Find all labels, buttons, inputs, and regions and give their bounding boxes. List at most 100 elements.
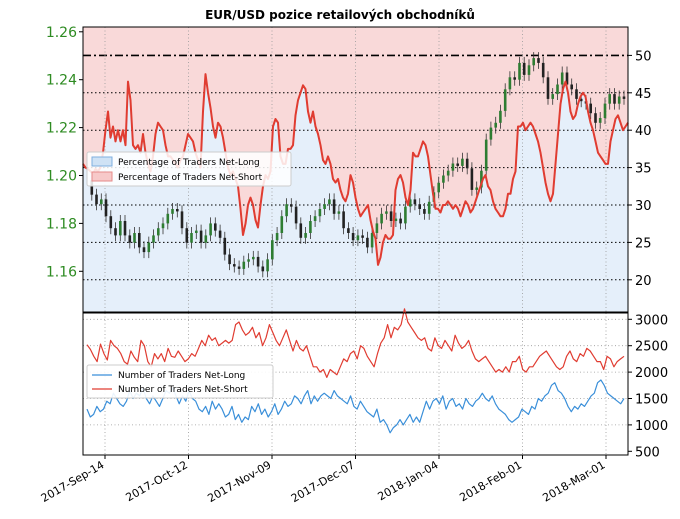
candle-body (166, 213, 170, 224)
candle-body (342, 211, 345, 229)
candle-body (594, 113, 597, 123)
candle-body (237, 266, 241, 269)
candle-body (218, 230, 222, 238)
candle-body (385, 211, 388, 214)
candle-body (247, 259, 250, 262)
candle-body (152, 235, 155, 243)
candle-body (128, 235, 132, 243)
lower-legend-box (86, 364, 274, 399)
candle-body (546, 77, 550, 99)
candle-body (522, 62, 526, 75)
legend-label-number-net-short: Number of Traders Net-Short (118, 385, 248, 395)
candle-body (370, 233, 374, 248)
legend-label-net-long: Percentage of Traders Net-Long (118, 158, 260, 168)
candle-body (465, 158, 469, 169)
candle-body (233, 264, 236, 267)
candle-body (351, 233, 355, 241)
candle-body (142, 247, 146, 253)
candle-body (109, 216, 113, 229)
candle-body (214, 223, 217, 231)
candle-body (176, 209, 179, 212)
right-tick-label: 30 (635, 199, 652, 214)
candle-body (133, 233, 136, 243)
right-tick-label: 50 (635, 49, 652, 64)
candle-body (470, 168, 474, 190)
candle-body (347, 228, 350, 233)
lower-right-tick-label: 2500 (635, 340, 668, 355)
left-tick-label: 1.16 (46, 264, 77, 280)
left-tick-label: 1.22 (46, 121, 77, 137)
candle-body (418, 204, 421, 209)
candle-body (484, 139, 488, 171)
candle-body (157, 228, 160, 236)
candle-body (199, 230, 203, 243)
candle-body (161, 223, 165, 229)
candle-body (532, 58, 535, 66)
candle-body (285, 204, 288, 217)
candle-body (527, 65, 531, 75)
candle-body (185, 228, 189, 243)
candle-body (427, 201, 431, 214)
candle-body (95, 194, 98, 205)
chart-title: EUR/USD pozice retailových obchodníků (205, 8, 475, 22)
candle-body (518, 62, 521, 80)
right-tick-label: 35 (635, 162, 652, 177)
candle-body (622, 96, 626, 99)
upper-fill-layer (83, 27, 628, 312)
candle-body (100, 199, 103, 205)
candle-body (499, 110, 502, 123)
candle-body (589, 103, 592, 114)
upper-plot-frame (82, 26, 629, 313)
candle-body (442, 175, 445, 183)
candle-body (361, 235, 364, 238)
candle-body (266, 259, 269, 272)
right-tick-label: 40 (635, 124, 652, 139)
candle-body (560, 72, 564, 85)
lower-legend: Number of Traders Net-Long Number of Tra… (86, 364, 274, 399)
left-tick-label: 1.20 (46, 169, 77, 185)
upper-legend-box (86, 151, 292, 187)
left-tick-label: 1.26 (46, 25, 77, 41)
candle-body (138, 233, 141, 248)
candle-body (299, 223, 303, 238)
candle-body (313, 216, 317, 221)
right-tick-label: 45 (635, 87, 652, 102)
candle-body (399, 218, 402, 224)
candle-body (309, 221, 312, 233)
candle-body (242, 261, 246, 269)
candle-body (114, 228, 117, 236)
candle-body (489, 127, 493, 140)
candle-body (147, 242, 151, 253)
candle-body (337, 211, 341, 214)
candle-body (228, 254, 231, 265)
candle-body (617, 96, 621, 104)
candle-body (494, 122, 497, 128)
candle-body (603, 103, 607, 118)
candle-body (456, 163, 459, 166)
candle-body (332, 199, 336, 214)
candle-body (323, 204, 326, 209)
candle-body (290, 204, 293, 207)
candle-body (223, 237, 227, 255)
candle-body (209, 223, 212, 236)
legend-swatch-net-long (91, 156, 113, 167)
candle-body (180, 211, 184, 229)
candle-body (261, 266, 265, 272)
candle-body (280, 216, 284, 233)
candle-body (123, 221, 127, 236)
net-short-area (83, 27, 628, 265)
lower-right-tick-label: 3000 (635, 313, 668, 328)
candle-body (503, 89, 507, 111)
candle-body (613, 94, 616, 104)
candle-body (90, 180, 94, 195)
lower-right-tick-label: 2000 (635, 366, 668, 381)
candle-body (508, 77, 512, 90)
candle-body (413, 199, 417, 205)
candle-body (375, 223, 379, 233)
candle-body (404, 206, 407, 224)
lower-right-tick-label: 1000 (635, 419, 668, 434)
legend-swatch-net-short (91, 171, 113, 182)
candle-body (119, 221, 122, 236)
candle-body (513, 77, 516, 80)
